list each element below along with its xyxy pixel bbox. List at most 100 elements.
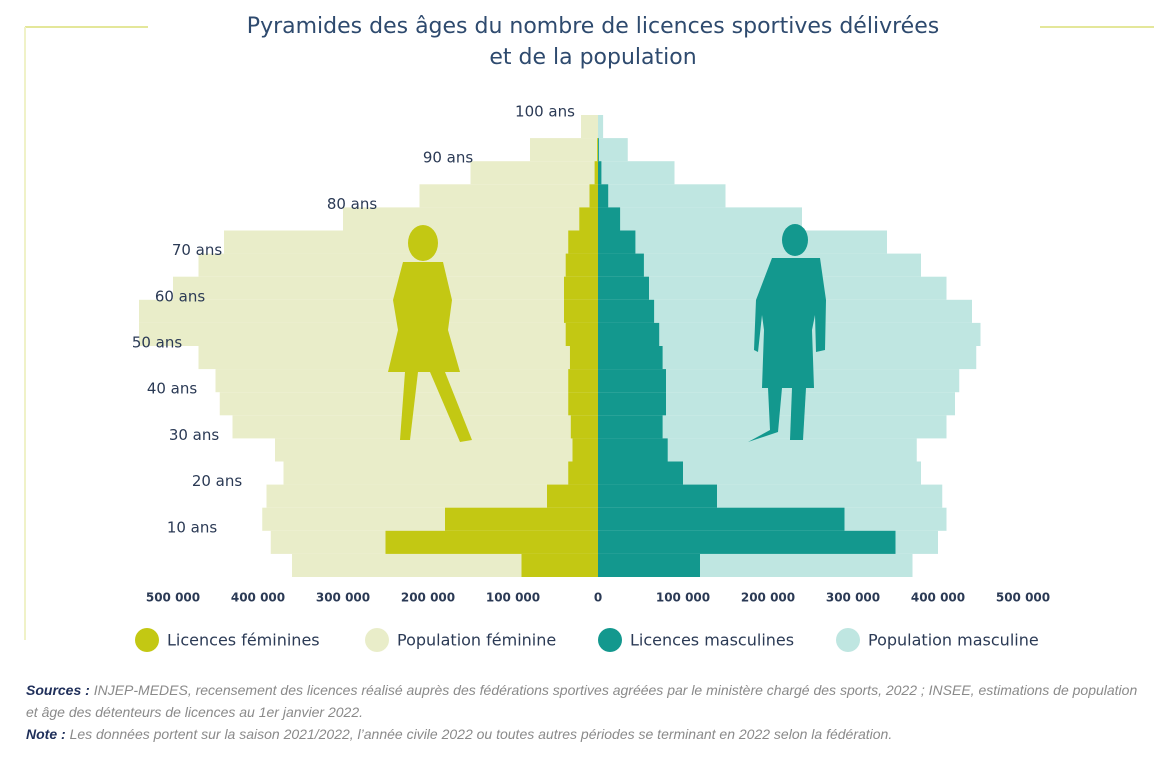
y-tick-label: 20 ans (192, 472, 243, 490)
x-tick-label: 0 (594, 591, 602, 605)
x-tick-label: 300 000 (316, 591, 370, 605)
y-tick-label: 100 ans (515, 103, 575, 121)
bar (579, 207, 598, 231)
axis: 500 000 400 000 300 000 200 000 100 000 0 100 … (132, 103, 1050, 605)
legend-swatch (598, 628, 622, 652)
x-tick-label: 300 000 (826, 591, 880, 605)
bar (569, 346, 598, 370)
y-tick-label: 70 ans (172, 241, 223, 259)
x-tick-label: 500 000 (996, 591, 1050, 605)
bar (173, 276, 598, 300)
bar (530, 138, 598, 162)
sources: Sources : INJEP-MEDES, recensement des l… (26, 679, 1151, 723)
bar (568, 369, 598, 393)
bar (598, 346, 663, 370)
bar (570, 415, 598, 439)
bar (598, 507, 845, 531)
chart-title: Pyramides des âges du nombre de licences… (247, 14, 939, 39)
sources-label: Sources : (26, 682, 90, 698)
y-tick-label: 40 ans (147, 380, 198, 398)
bar (419, 184, 598, 208)
legend-label: Licences féminines (167, 631, 320, 650)
bar (598, 369, 666, 393)
sources-text: INJEP-MEDES, recensement des licences ré… (26, 682, 1138, 720)
x-tick-label: 200 000 (401, 591, 455, 605)
legend-label: Population masculine (868, 631, 1039, 650)
bar (589, 184, 598, 208)
bar (139, 322, 598, 346)
bar (445, 507, 598, 531)
x-tick-label: 100 000 (486, 591, 540, 605)
bar (266, 484, 598, 508)
bar (598, 322, 660, 346)
bar (598, 484, 717, 508)
legend-label: Population féminine (397, 631, 556, 650)
bar (568, 230, 598, 254)
bar (565, 322, 598, 346)
x-tick-label: 200 000 (741, 591, 795, 605)
y-tick-label: 60 ans (155, 287, 206, 305)
chart-title: et de la population (489, 45, 696, 70)
bar (598, 230, 636, 254)
bar (598, 299, 655, 323)
note-label: Note : (26, 726, 66, 742)
bar (598, 230, 887, 254)
man-silhouette (748, 224, 826, 442)
bar (598, 207, 802, 231)
bar (598, 207, 621, 231)
bar (547, 484, 598, 508)
bar (198, 253, 598, 277)
note: Note : Les données portent sur la saison… (26, 723, 1151, 745)
bar (598, 530, 896, 554)
bar (594, 161, 598, 185)
bar (385, 530, 598, 554)
legend-label: Licences masculines (630, 631, 794, 650)
legend-swatch (365, 628, 389, 652)
y-tick-label: 80 ans (327, 195, 378, 213)
bar (598, 115, 604, 139)
bar (598, 553, 700, 577)
y-tick-label: 90 ans (423, 149, 474, 167)
bar (598, 184, 609, 208)
bar (598, 184, 726, 208)
bar (470, 161, 598, 185)
bar (598, 276, 649, 300)
x-tick-label: 400 000 (231, 591, 285, 605)
bar (598, 138, 599, 162)
figures (388, 224, 826, 442)
bar (568, 392, 598, 416)
bar (597, 138, 598, 162)
legend: Licences féminines Population féminine Lic… (135, 628, 1039, 652)
bar (283, 461, 598, 485)
bar (598, 392, 666, 416)
woman-silhouette (388, 225, 472, 442)
bar (598, 415, 663, 439)
bar (521, 553, 598, 577)
bar (564, 276, 598, 300)
y-tick-label: 30 ans (169, 426, 220, 444)
bar (564, 299, 598, 323)
bar (598, 253, 921, 277)
bar (598, 161, 675, 185)
bar (343, 207, 598, 231)
bar (232, 415, 598, 439)
bar (581, 115, 598, 139)
y-tick-label: 50 ans (132, 334, 183, 352)
bar (598, 438, 668, 462)
notes: Sources : INJEP-MEDES, recensement des l… (26, 679, 1151, 745)
bar (598, 138, 628, 162)
bar (568, 461, 598, 485)
bar (598, 461, 683, 485)
bar (572, 438, 598, 462)
bar (598, 438, 917, 462)
bar (275, 438, 598, 462)
x-tick-label: 400 000 (911, 591, 965, 605)
note-text: Les données portent sur la saison 2021/2… (69, 726, 893, 742)
x-tick-label: 100 000 (656, 591, 710, 605)
bar (565, 253, 598, 277)
bar (598, 161, 602, 185)
bars (139, 115, 981, 577)
bar (139, 299, 598, 323)
legend-swatch (836, 628, 860, 652)
legend-swatch (135, 628, 159, 652)
